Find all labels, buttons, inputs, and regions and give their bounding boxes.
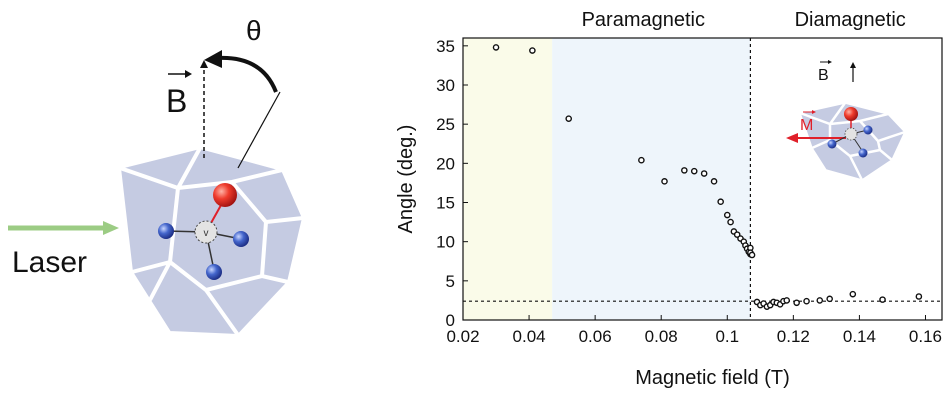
x-tick-label: 0.02 — [446, 327, 479, 346]
laser-arrow-icon — [8, 221, 119, 235]
region-band-0 — [463, 38, 553, 320]
angle-arc-arrowhead-icon — [204, 50, 222, 68]
data-point — [529, 47, 536, 54]
y-tick-label: 20 — [436, 154, 455, 173]
laser-label: Laser — [12, 246, 87, 279]
x-tick-label: 0.14 — [843, 327, 876, 346]
angle-vs-field-chart: Paramagnetic Diamagnetic 0.02 0.04 0.06 0.08… — [395, 9, 943, 389]
reference-lines — [463, 38, 942, 320]
y-tick-label: 30 — [436, 76, 455, 95]
region-band-2 — [750, 38, 942, 320]
data-point — [690, 167, 698, 175]
data-point — [816, 297, 824, 304]
inset-field-arrowhead-icon — [850, 62, 856, 68]
y-axis-label: Angle (deg.) — [395, 125, 417, 234]
nv-molecule-icon: v — [158, 183, 249, 280]
data-point — [748, 251, 756, 259]
inset-moment-vector-arrowhead-icon — [812, 110, 816, 114]
x-tick-label: 0.06 — [579, 327, 612, 346]
x-tick-label: 0.16 — [909, 327, 942, 346]
inset-nv-molecule-icon — [827, 107, 873, 158]
nv-axis-line — [237, 91, 281, 169]
svg-text:v: v — [204, 228, 209, 239]
field-label: B — [166, 83, 187, 119]
x-tick-label: 0.08 — [645, 327, 678, 346]
data-point — [723, 211, 731, 219]
data-point — [710, 178, 718, 185]
y-axis: 0 5 10 15 20 25 30 35 — [436, 37, 468, 330]
region-band-1 — [552, 38, 751, 320]
data-point — [826, 295, 833, 303]
data-point — [638, 156, 645, 164]
data-point — [717, 198, 724, 206]
data-point — [727, 218, 734, 226]
x-axis-label: Magnetic field (T) — [635, 367, 790, 389]
data-point — [793, 299, 800, 307]
data-point — [492, 44, 500, 51]
y-tick-label: 15 — [436, 194, 455, 213]
data-point — [700, 170, 708, 177]
x-tick-label: 0.12 — [777, 327, 810, 346]
nv-center-schematic: Laser B θ v — [8, 15, 305, 337]
y-tick-label: 5 — [446, 272, 455, 291]
data-point — [915, 293, 923, 300]
data-point — [661, 178, 668, 185]
data-point — [681, 167, 688, 174]
data-point — [803, 297, 810, 305]
data-point — [783, 297, 791, 304]
data-points — [492, 44, 923, 310]
y-tick-label: 10 — [436, 233, 455, 252]
inset-moment-arrowhead-icon — [786, 133, 798, 143]
data-point — [565, 115, 573, 122]
chart-regions — [463, 38, 942, 320]
angle-label: θ — [246, 15, 262, 46]
data-point — [849, 290, 857, 298]
field-axis-arrowhead-icon — [200, 60, 208, 68]
plot-frame — [462, 37, 943, 321]
y-tick-label: 35 — [436, 37, 455, 56]
region-labels: Paramagnetic Diamagnetic — [582, 9, 906, 31]
inset-field-label: B — [818, 67, 829, 84]
inset-diamond-schematic: B M — [786, 60, 906, 181]
y-tick-label: 25 — [436, 115, 455, 134]
angle-arc-icon — [217, 55, 278, 93]
x-tick-label: 0.1 — [715, 327, 739, 346]
x-axis: 0.02 0.04 0.06 0.08 0.1 0.12 0.14 0.16 — [446, 315, 942, 346]
region-label-paramagnetic: Paramagnetic — [582, 9, 705, 31]
field-vector-label: B — [166, 70, 192, 119]
region-label-diamagnetic: Diamagnetic — [795, 9, 906, 31]
data-point — [879, 296, 886, 303]
y-tick-label: 0 — [446, 311, 455, 330]
inset-diamond-icon — [799, 102, 906, 181]
inset-field-vector-arrowhead-icon — [828, 60, 832, 64]
inset-moment-label: M — [800, 117, 813, 134]
x-tick-label: 0.04 — [513, 327, 546, 346]
